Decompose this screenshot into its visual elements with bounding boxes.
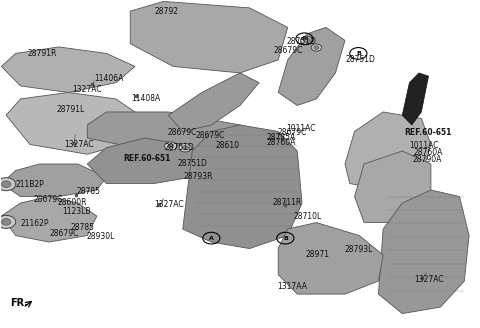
Text: 28679C: 28679C bbox=[34, 195, 63, 204]
Polygon shape bbox=[402, 73, 429, 125]
Text: REF.60-651: REF.60-651 bbox=[123, 154, 171, 163]
Text: 28751D: 28751D bbox=[165, 143, 194, 152]
Text: 28679C: 28679C bbox=[168, 128, 197, 137]
Text: 28610: 28610 bbox=[215, 141, 239, 150]
Text: 1327AC: 1327AC bbox=[72, 85, 102, 94]
Polygon shape bbox=[278, 222, 383, 294]
Text: 1327AC: 1327AC bbox=[414, 275, 444, 284]
Text: 28679C: 28679C bbox=[274, 46, 303, 55]
Text: 28600R: 28600R bbox=[58, 198, 87, 207]
Polygon shape bbox=[355, 151, 431, 222]
Circle shape bbox=[300, 36, 313, 45]
Text: 28751D: 28751D bbox=[346, 55, 376, 64]
Polygon shape bbox=[183, 125, 302, 249]
Text: 28751D: 28751D bbox=[177, 159, 207, 168]
Text: 211B2P: 211B2P bbox=[16, 180, 45, 189]
Text: 11406A: 11406A bbox=[95, 74, 124, 83]
Circle shape bbox=[168, 144, 174, 148]
Polygon shape bbox=[345, 112, 431, 190]
Polygon shape bbox=[87, 112, 278, 157]
Circle shape bbox=[1, 181, 11, 187]
Text: FR.: FR. bbox=[10, 298, 28, 308]
Text: 28791L: 28791L bbox=[56, 105, 84, 114]
Text: 28679C: 28679C bbox=[195, 131, 225, 140]
Polygon shape bbox=[1, 47, 135, 92]
Text: 28791R: 28791R bbox=[28, 49, 57, 58]
Polygon shape bbox=[1, 196, 97, 242]
Text: 1327AC: 1327AC bbox=[64, 140, 94, 149]
Text: 28711R: 28711R bbox=[273, 198, 302, 207]
Text: 1317AA: 1317AA bbox=[277, 282, 307, 292]
Text: 28971: 28971 bbox=[306, 250, 330, 259]
Polygon shape bbox=[378, 190, 469, 314]
Text: A: A bbox=[302, 36, 307, 41]
Circle shape bbox=[314, 46, 319, 49]
Text: 28790A: 28790A bbox=[413, 155, 442, 164]
Circle shape bbox=[311, 44, 322, 51]
Text: A: A bbox=[209, 236, 214, 241]
Text: 28760A: 28760A bbox=[267, 138, 296, 147]
Circle shape bbox=[304, 38, 310, 43]
Text: 28679C: 28679C bbox=[277, 128, 307, 137]
Text: 28930L: 28930L bbox=[86, 232, 115, 241]
Text: 11408A: 11408A bbox=[131, 94, 160, 103]
Text: 28751D: 28751D bbox=[287, 36, 317, 46]
Polygon shape bbox=[130, 1, 288, 73]
Text: B: B bbox=[283, 236, 288, 241]
Circle shape bbox=[182, 146, 188, 150]
Text: B: B bbox=[356, 51, 361, 56]
Text: 1327AC: 1327AC bbox=[154, 200, 184, 210]
Polygon shape bbox=[278, 28, 345, 106]
Polygon shape bbox=[1, 164, 107, 196]
Text: 21162P: 21162P bbox=[21, 219, 49, 228]
Circle shape bbox=[0, 178, 16, 191]
Circle shape bbox=[165, 142, 177, 150]
Circle shape bbox=[179, 144, 192, 152]
Polygon shape bbox=[6, 92, 144, 154]
Text: 28679C: 28679C bbox=[49, 229, 79, 238]
Text: 1011AC: 1011AC bbox=[286, 124, 315, 133]
Text: 28785A: 28785A bbox=[267, 133, 296, 142]
Text: 1011AC: 1011AC bbox=[409, 141, 438, 150]
Text: 1123LB: 1123LB bbox=[62, 207, 91, 216]
Text: 28785: 28785 bbox=[71, 223, 95, 232]
Text: 28793R: 28793R bbox=[184, 172, 213, 181]
Text: REF.60-651: REF.60-651 bbox=[404, 128, 452, 137]
Text: 28785: 28785 bbox=[77, 188, 101, 196]
Circle shape bbox=[0, 215, 16, 228]
Polygon shape bbox=[87, 138, 211, 183]
Text: 28793L: 28793L bbox=[344, 245, 372, 254]
Circle shape bbox=[1, 219, 11, 225]
Polygon shape bbox=[168, 73, 259, 132]
Text: 28710L: 28710L bbox=[293, 212, 322, 221]
Text: 28792: 28792 bbox=[154, 7, 178, 16]
Text: 28760A: 28760A bbox=[414, 148, 443, 157]
